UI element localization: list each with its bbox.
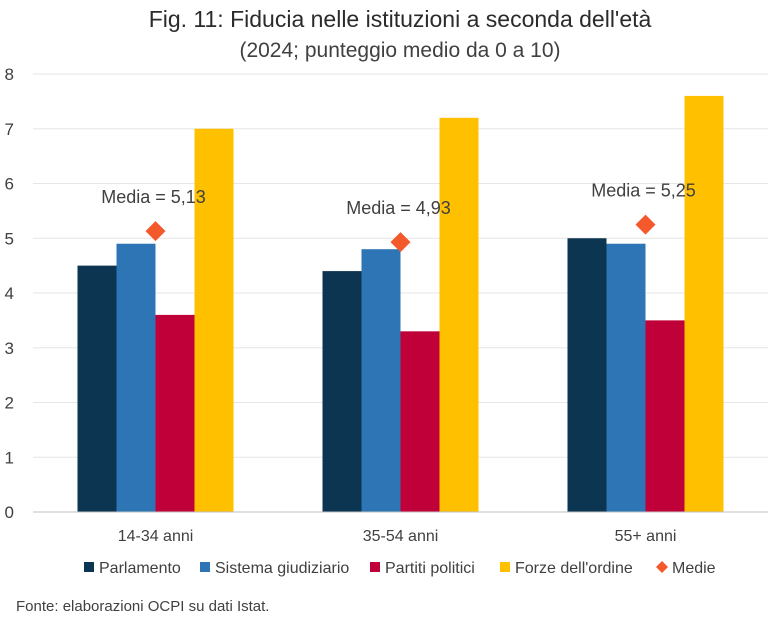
- y-tick-label: 1: [5, 448, 14, 467]
- y-tick-label: 5: [5, 229, 14, 248]
- legend: Parlamento Sistema giudiziario Partiti pol…: [84, 560, 716, 577]
- legend-swatch: [500, 562, 510, 572]
- x-axis-categories: 14-34 anni 35-54 anni 55+ anni: [118, 528, 677, 545]
- average-marker: [145, 221, 166, 242]
- bar: [400, 331, 440, 512]
- bar: [155, 314, 195, 512]
- legend-swatch: [370, 562, 380, 572]
- legend-label: Medie: [672, 560, 716, 577]
- y-tick-label: 2: [5, 394, 14, 413]
- legend-swatch: [656, 561, 668, 573]
- bar: [77, 265, 117, 512]
- bar: [361, 249, 401, 512]
- source-note: Fonte: elaborazioni OCPI su dati Istat.: [16, 598, 269, 615]
- bars: [77, 95, 724, 513]
- legend-label: Parlamento: [99, 560, 181, 577]
- bar: [194, 128, 234, 512]
- legend-swatch: [84, 562, 94, 572]
- y-tick-label: 8: [5, 65, 14, 84]
- average-marker: [635, 214, 656, 235]
- bar: [606, 243, 646, 512]
- y-tick-label: 0: [5, 503, 14, 522]
- chart-title: Fig. 11: Fiducia nelle istituzioni a sec…: [149, 6, 652, 32]
- y-tick-label: 6: [5, 175, 14, 194]
- bar: [645, 320, 685, 512]
- bar: [684, 95, 724, 513]
- bar: [322, 271, 362, 512]
- bar: [116, 243, 156, 512]
- x-tick-label: 14-34 anni: [118, 528, 194, 545]
- average-annotation: Media = 5,25: [591, 181, 696, 201]
- average-annotations: Media = 5,13 Media = 4,93 Media = 5,25: [101, 181, 696, 219]
- x-tick-label: 35-54 anni: [363, 528, 439, 545]
- average-markers: [145, 214, 656, 253]
- bar: [567, 238, 607, 512]
- bar: [439, 117, 479, 513]
- legend-swatch: [200, 562, 210, 572]
- y-tick-label: 7: [5, 120, 14, 139]
- legend-label: Partiti politici: [385, 560, 475, 577]
- y-tick-label: 3: [5, 339, 14, 358]
- average-annotation: Media = 4,93: [346, 198, 451, 218]
- legend-label: Forze dell'ordine: [515, 560, 633, 577]
- y-tick-label: 4: [5, 284, 14, 303]
- x-tick-label: 55+ anni: [615, 528, 677, 545]
- average-marker: [390, 232, 411, 253]
- y-axis-ticks: 0 1 2 3 4 5 6 7 8: [5, 65, 14, 522]
- chart-subtitle: (2024; punteggio medio da 0 a 10): [239, 39, 560, 62]
- legend-label: Sistema giudiziario: [215, 560, 349, 577]
- average-annotation: Media = 5,13: [101, 187, 206, 207]
